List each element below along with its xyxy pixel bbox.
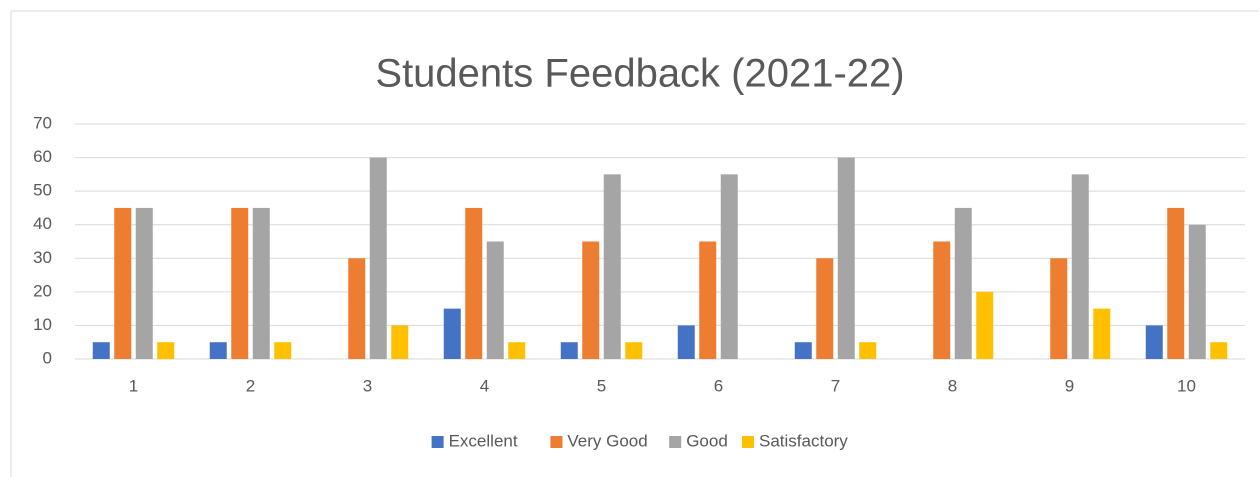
bar [1071,174,1089,359]
y-tick-label: 40 [33,214,52,233]
legend-label: Good [686,431,728,450]
bar [933,241,951,359]
bar [391,325,409,359]
legend-label: Very Good [567,431,647,450]
x-tick-label: 7 [831,376,840,395]
bar [209,342,227,359]
x-tick-label: 10 [1177,376,1196,395]
legend-label: Excellent [449,431,518,450]
x-tick-label: 3 [363,376,372,395]
bar [465,207,483,359]
legend-swatch [431,436,444,448]
bar [252,207,270,359]
bar [720,174,738,359]
bar [560,342,578,359]
y-tick-label: 20 [33,281,52,300]
bar [1093,308,1111,359]
legend-swatch [550,436,563,448]
bar [625,342,643,359]
bar [443,308,461,359]
chart-title: Students Feedback (2021-22) [375,52,904,96]
bar [92,342,110,359]
x-tick-label: 1 [129,376,138,395]
x-tick-label: 8 [948,376,957,395]
bar [369,157,387,359]
y-tick-label: 50 [33,181,52,200]
x-tick-label: 5 [597,376,606,395]
bar [135,207,153,359]
bar [677,325,695,359]
bar [603,174,621,359]
bar [954,207,972,359]
y-tick-label: 0 [43,348,52,367]
bar [1050,258,1068,359]
bar [231,207,249,359]
legend-swatch [669,436,682,448]
bar [274,342,292,359]
x-tick-label: 2 [246,376,255,395]
bar [816,258,834,359]
legend-label: Satisfactory [759,431,848,450]
bar [976,291,994,359]
bar [1210,342,1228,359]
bar [508,342,526,359]
bar [486,241,504,359]
bar [582,241,600,359]
y-tick-label: 30 [33,248,52,267]
bar [1188,224,1206,359]
x-tick-label: 6 [714,376,723,395]
bar [859,342,877,359]
x-tick-label: 4 [480,376,489,395]
legend-swatch [742,436,754,448]
chart-border [10,10,1259,477]
y-tick-label: 60 [33,147,52,166]
bar [157,342,175,359]
bar [1145,325,1163,359]
y-tick-label: 10 [33,315,52,334]
bar [114,207,132,359]
bar [1167,207,1185,359]
bar [794,342,812,359]
bar [837,157,855,359]
bar [348,258,366,359]
x-tick-label: 9 [1065,376,1074,395]
bar [699,241,717,359]
y-tick-label: 70 [33,113,52,132]
